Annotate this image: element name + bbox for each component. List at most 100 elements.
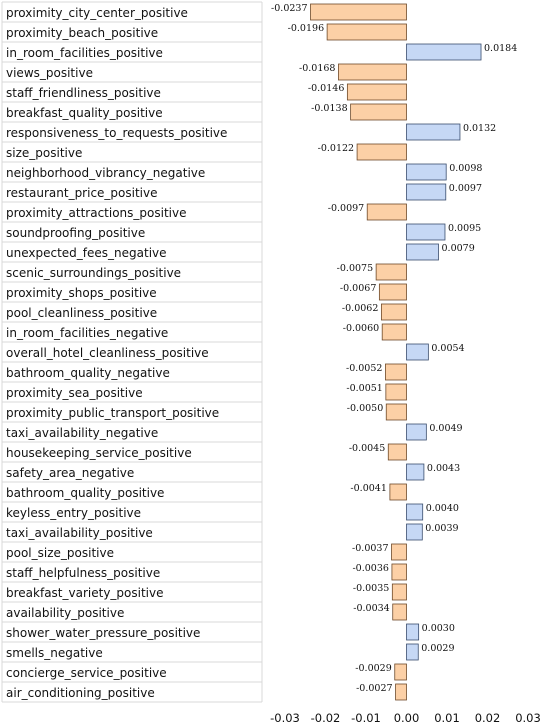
bar xyxy=(391,563,407,581)
value-label: -0.0062 xyxy=(342,303,378,314)
value-label: -0.0029 xyxy=(355,663,391,674)
bar xyxy=(385,403,407,421)
value-label: -0.0138 xyxy=(311,103,347,114)
bar xyxy=(356,143,407,161)
bar xyxy=(406,243,439,261)
category-label: bathroom_quality_positive xyxy=(6,486,164,500)
value-label: 0.0049 xyxy=(429,423,462,434)
bar xyxy=(391,583,407,601)
bar xyxy=(310,3,407,21)
x-tick-label: 0.00 xyxy=(394,711,420,725)
category-label: neighborhood_vibrancy_negative xyxy=(6,166,205,180)
bar xyxy=(406,643,419,661)
category-label: size_positive xyxy=(6,146,82,160)
bar xyxy=(406,463,425,481)
value-label: 0.0097 xyxy=(449,183,482,194)
value-label: -0.0037 xyxy=(352,543,388,554)
category-label: in_room_facilities_positive xyxy=(6,46,163,60)
value-label: -0.0097 xyxy=(328,203,364,214)
value-label: -0.0067 xyxy=(340,283,376,294)
value-label: -0.0035 xyxy=(353,583,389,594)
bar xyxy=(385,383,407,401)
bar xyxy=(395,683,407,701)
category-label: proximity_public_transport_positive xyxy=(6,406,219,420)
category-label: proximity_shops_positive xyxy=(6,286,157,300)
category-label: proximity_beach_positive xyxy=(6,26,158,40)
value-label: -0.0122 xyxy=(318,143,354,154)
category-label: proximity_sea_positive xyxy=(6,386,143,400)
value-label: -0.0051 xyxy=(346,383,382,394)
value-label: 0.0040 xyxy=(426,503,459,514)
value-label: -0.0168 xyxy=(299,63,335,74)
value-label: 0.0095 xyxy=(448,223,481,234)
bar xyxy=(406,503,424,521)
value-label: -0.0036 xyxy=(352,563,388,574)
bar xyxy=(381,323,407,341)
bar xyxy=(406,523,423,541)
value-label: -0.0060 xyxy=(343,323,379,334)
value-label: -0.0146 xyxy=(308,83,344,94)
value-label: 0.0184 xyxy=(484,43,517,54)
category-label: pool_size_positive xyxy=(6,546,114,560)
bar xyxy=(380,303,407,321)
bar xyxy=(406,183,447,201)
x-tick-label: 0.02 xyxy=(475,711,501,725)
value-label: 0.0043 xyxy=(427,463,460,474)
bar xyxy=(406,623,420,641)
category-label: unexpected_fees_negative xyxy=(6,246,167,260)
bar xyxy=(406,423,427,441)
value-label: 0.0029 xyxy=(421,643,454,654)
category-label: taxi_availability_negative xyxy=(6,426,158,440)
value-label: 0.0132 xyxy=(463,123,496,134)
bar xyxy=(366,203,407,221)
category-label: bathroom_quality_negative xyxy=(6,366,170,380)
category-label: in_room_facilities_negative xyxy=(6,326,168,340)
category-label: overall_hotel_cleanliness_positive xyxy=(6,346,209,360)
category-label: keyless_entry_positive xyxy=(6,506,141,520)
bar xyxy=(391,543,407,561)
bar xyxy=(346,83,407,101)
category-label: concierge_service_positive xyxy=(6,666,167,680)
x-tick-label: -0.01 xyxy=(351,711,381,725)
bar xyxy=(406,223,446,241)
category-label: staff_helpfulness_positive xyxy=(6,566,160,580)
bar xyxy=(385,363,407,381)
bar xyxy=(406,43,482,61)
value-label: 0.0039 xyxy=(425,523,458,534)
bar xyxy=(375,263,407,281)
x-tick-label: 0.03 xyxy=(515,711,541,725)
bar xyxy=(406,343,429,361)
value-label: -0.0196 xyxy=(288,23,324,34)
value-label: 0.0030 xyxy=(422,623,455,634)
category-label: housekeeping_service_positive xyxy=(6,446,192,460)
value-label: -0.0034 xyxy=(353,603,389,614)
bar xyxy=(389,483,407,501)
category-label: air_conditioning_positive xyxy=(6,686,155,700)
value-label: -0.0027 xyxy=(356,683,392,694)
category-label: breakfast_quality_positive xyxy=(6,106,163,120)
x-tick-label: 0.01 xyxy=(434,711,460,725)
bar xyxy=(350,103,407,121)
value-label: -0.0052 xyxy=(346,363,382,374)
value-label: -0.0045 xyxy=(349,443,385,454)
category-label: views_positive xyxy=(6,66,93,80)
bar xyxy=(387,443,407,461)
value-label: 0.0054 xyxy=(431,343,464,354)
bar xyxy=(394,663,407,681)
category-label: staff_friendliness_positive xyxy=(6,86,161,100)
chart-bars: -0.0237 -0.0196 0.0184 -0.0168 -0.0146 -0.013… xyxy=(271,3,517,701)
category-label: safety_area_negative xyxy=(6,466,134,480)
bar xyxy=(338,63,407,81)
bar xyxy=(326,23,407,41)
bar xyxy=(392,603,407,621)
x-tick-label: -0.03 xyxy=(270,711,300,725)
value-label: -0.0075 xyxy=(337,263,373,274)
category-label: shower_water_pressure_positive xyxy=(6,626,200,640)
category-label: proximity_city_center_positive xyxy=(6,6,188,20)
value-label: -0.0237 xyxy=(271,3,307,14)
value-label: 0.0098 xyxy=(449,163,482,174)
bar xyxy=(406,163,447,181)
category-label: restaurant_price_positive xyxy=(6,186,158,200)
category-label: responsiveness_to_requests_positive xyxy=(6,126,227,140)
